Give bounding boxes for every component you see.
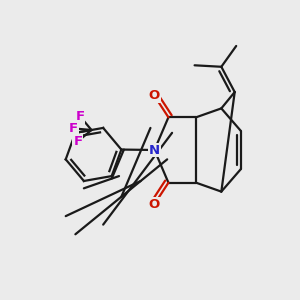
Text: N: N xyxy=(149,143,160,157)
Text: F: F xyxy=(69,122,78,135)
Text: F: F xyxy=(73,135,83,148)
Text: O: O xyxy=(149,89,160,102)
Text: O: O xyxy=(149,198,160,211)
Text: F: F xyxy=(76,110,85,123)
